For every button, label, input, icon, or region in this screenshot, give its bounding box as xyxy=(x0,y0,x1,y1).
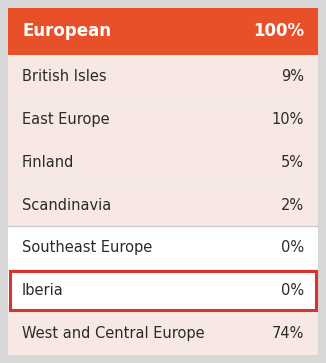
Text: Iberia: Iberia xyxy=(22,283,64,298)
Text: Southeast Europe: Southeast Europe xyxy=(22,240,152,255)
Text: West and Central Europe: West and Central Europe xyxy=(22,326,205,341)
Text: 74%: 74% xyxy=(272,326,304,341)
Bar xyxy=(8,8,318,55)
Text: Scandinavia: Scandinavia xyxy=(22,197,111,212)
Text: Finland: Finland xyxy=(22,155,74,170)
Bar xyxy=(8,98,318,141)
Bar xyxy=(8,269,318,312)
Text: 2%: 2% xyxy=(281,197,304,212)
Text: 100%: 100% xyxy=(253,23,304,41)
Bar xyxy=(8,184,318,227)
Text: 0%: 0% xyxy=(281,240,304,255)
Text: British Isles: British Isles xyxy=(22,69,107,84)
Bar xyxy=(10,271,316,310)
Text: 0%: 0% xyxy=(281,283,304,298)
Text: 10%: 10% xyxy=(272,112,304,127)
Bar xyxy=(8,141,318,184)
Text: 9%: 9% xyxy=(281,69,304,84)
Text: East Europe: East Europe xyxy=(22,112,110,127)
Bar xyxy=(8,227,318,269)
Text: European: European xyxy=(22,23,111,41)
Text: 5%: 5% xyxy=(281,155,304,170)
Bar xyxy=(8,312,318,355)
Bar xyxy=(8,55,318,98)
